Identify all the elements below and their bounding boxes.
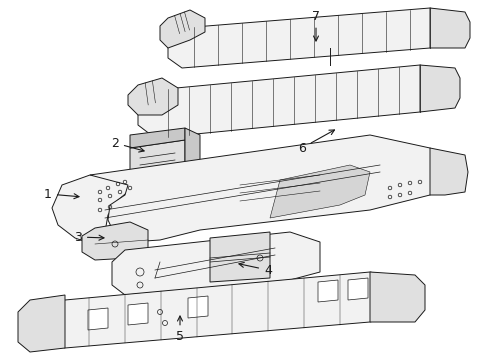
Polygon shape [429, 8, 469, 48]
Polygon shape [184, 128, 200, 192]
Text: 5: 5 [176, 316, 183, 343]
Polygon shape [419, 65, 459, 112]
Polygon shape [160, 10, 204, 48]
Text: 3: 3 [74, 230, 104, 243]
Text: 4: 4 [239, 262, 271, 276]
Polygon shape [209, 232, 269, 282]
Polygon shape [347, 278, 367, 300]
Polygon shape [112, 232, 319, 298]
Polygon shape [128, 78, 178, 115]
Text: 7: 7 [311, 9, 319, 41]
Polygon shape [187, 296, 207, 318]
Polygon shape [82, 222, 148, 260]
Polygon shape [130, 140, 184, 190]
Polygon shape [138, 65, 454, 138]
Polygon shape [130, 128, 184, 148]
Polygon shape [128, 303, 148, 325]
Polygon shape [369, 272, 424, 322]
Polygon shape [52, 175, 130, 245]
Text: 1: 1 [44, 188, 79, 201]
Polygon shape [90, 135, 444, 242]
Polygon shape [88, 308, 108, 330]
Polygon shape [30, 272, 414, 348]
Text: 6: 6 [298, 130, 334, 154]
Polygon shape [18, 295, 65, 352]
Polygon shape [168, 8, 457, 68]
Polygon shape [317, 280, 337, 302]
Polygon shape [429, 148, 467, 195]
Polygon shape [269, 165, 369, 218]
Text: 2: 2 [111, 136, 144, 152]
